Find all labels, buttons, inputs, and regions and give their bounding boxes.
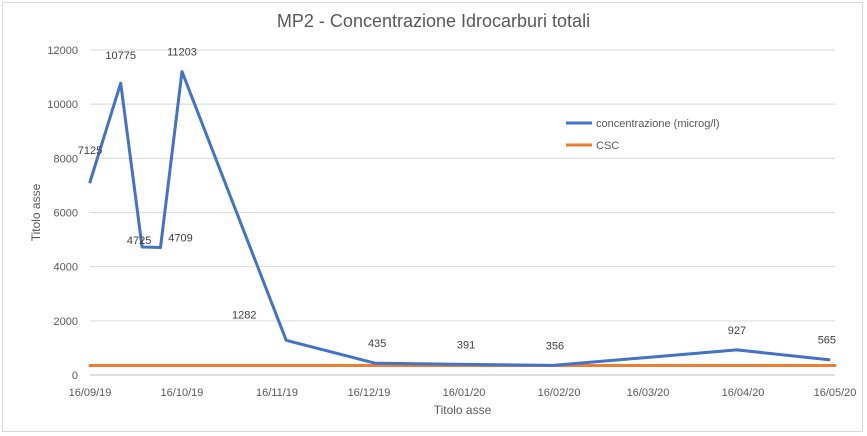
- data-label: 11203: [167, 47, 197, 59]
- y-tick-label: 4000: [54, 262, 78, 274]
- x-tick-label: 16/04/20: [722, 387, 765, 399]
- y-tick-label: 2000: [54, 316, 78, 328]
- x-tick-label: 16/01/20: [443, 387, 486, 399]
- data-label: 356: [546, 340, 564, 352]
- x-tick-label: 16/11/19: [256, 387, 298, 399]
- data-label: 565: [818, 335, 836, 347]
- data-label: 4725: [127, 235, 151, 247]
- x-tick-label: 16/03/20: [627, 387, 670, 399]
- data-label: 10775: [105, 50, 136, 62]
- x-tick-label: 16/09/19: [69, 387, 112, 399]
- data-label: 4709: [168, 232, 192, 244]
- legend-entry: CSC: [596, 140, 619, 152]
- y-axis-title: Titolo asse: [29, 183, 43, 241]
- y-tick-label: 6000: [54, 208, 78, 220]
- x-tick-label: 16/10/19: [161, 387, 204, 399]
- data-label: 927: [728, 325, 746, 337]
- data-label: 1282: [232, 309, 256, 321]
- x-tick-label: 16/05/20: [814, 387, 857, 399]
- chart-title: MP2 - Concentrazione Idrocarburi totali: [276, 11, 591, 31]
- data-label: 391: [457, 339, 475, 351]
- legend-entry: concentrazione (microg/l): [596, 118, 720, 130]
- x-tick-label: 16/12/19: [348, 387, 391, 399]
- data-label: 7125: [78, 145, 102, 157]
- data-label: 435: [368, 338, 386, 350]
- x-tick-label: 16/02/20: [538, 387, 581, 399]
- chart-frame: MP2 - Concentrazione Idrocarburi totali: [2, 2, 863, 432]
- y-tick-label: 0: [72, 370, 78, 382]
- series-line-concentrazione: [88, 70, 831, 367]
- y-tick-label: 12000: [47, 45, 78, 57]
- y-tick-label: 8000: [54, 153, 78, 165]
- y-tick-label: 10000: [47, 99, 78, 111]
- x-axis-title: Titolo asse: [434, 403, 492, 417]
